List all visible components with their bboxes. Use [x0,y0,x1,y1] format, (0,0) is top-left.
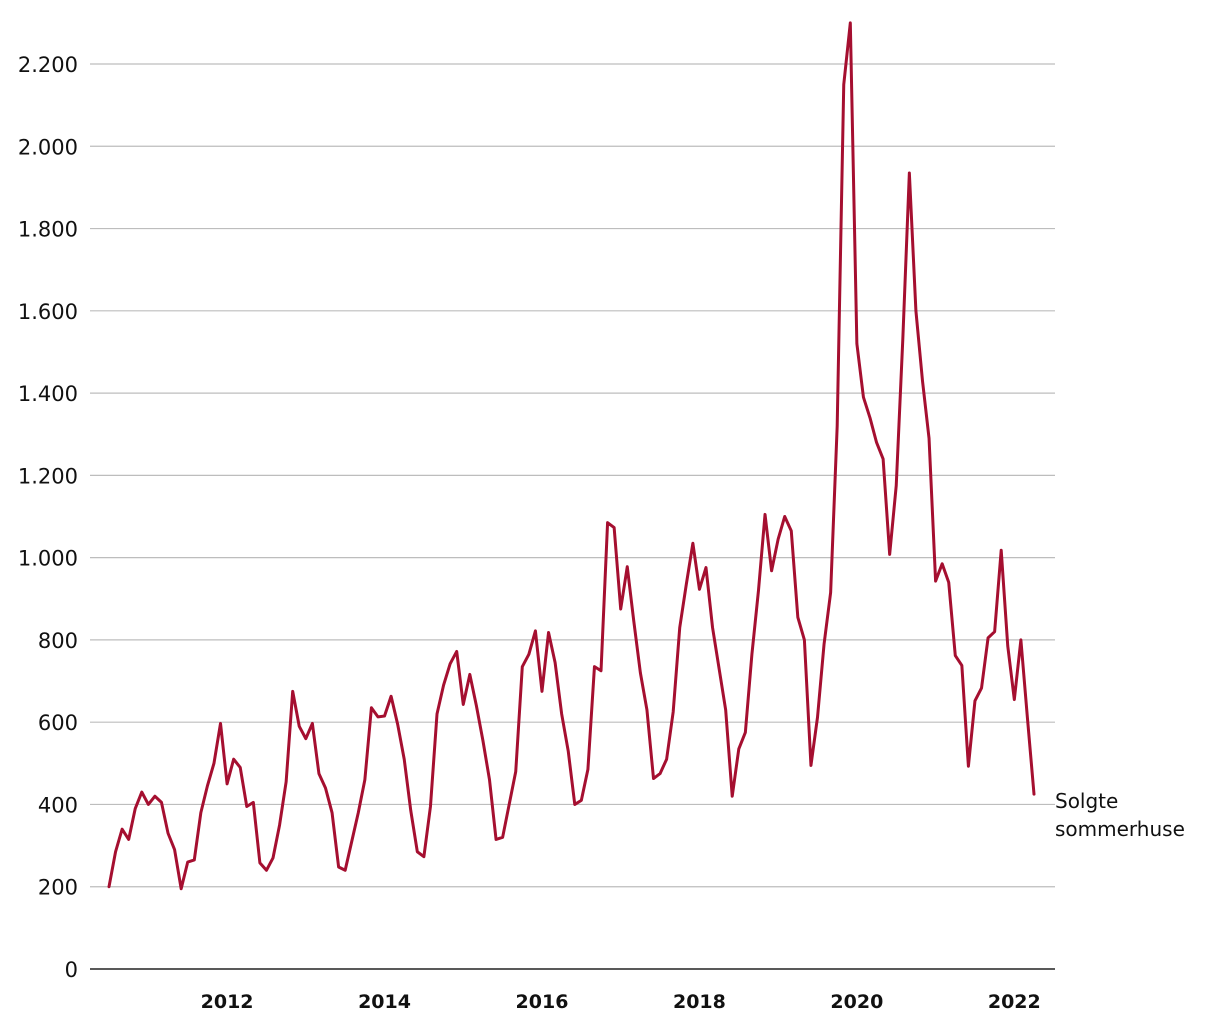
y-tick-label: 1.200 [18,464,78,488]
y-tick-label: 600 [38,711,78,735]
series-label: Solgte sommerhuse [1055,789,1185,841]
y-tick-label: 800 [38,629,78,653]
x-tick-label: 2018 [673,991,726,1013]
y-tick-label: 200 [38,876,78,900]
x-tick-label: 2012 [201,991,254,1013]
y-tick-label: 400 [38,793,78,817]
series-label-line: Solgte [1055,789,1118,813]
x-tick-label: 2016 [516,991,569,1013]
y-axis-tick-labels: 0 200 400 600 800 1.000 1.200 1.400 1.600 1.800 2.… [18,53,78,982]
y-tick-label: 1.800 [18,218,78,242]
y-tick-label: 2.000 [18,135,78,159]
y-tick-label: 0 [65,958,78,982]
x-axis: 2012 2014 2016 2018 2020 2022 [201,991,1041,1013]
x-tick-label: 2022 [988,991,1041,1013]
series-label-line: sommerhuse [1055,817,1185,841]
y-tick-label: 1.000 [18,547,78,571]
y-tick-label: 2.200 [18,53,78,77]
series-layer [107,21,1036,891]
y-tick-label: 1.600 [18,300,78,324]
x-tick-label: 2014 [358,991,411,1013]
series-line-0 [107,21,1036,891]
y-tick-label: 1.400 [18,382,78,406]
x-tick-label: 2020 [830,991,883,1013]
